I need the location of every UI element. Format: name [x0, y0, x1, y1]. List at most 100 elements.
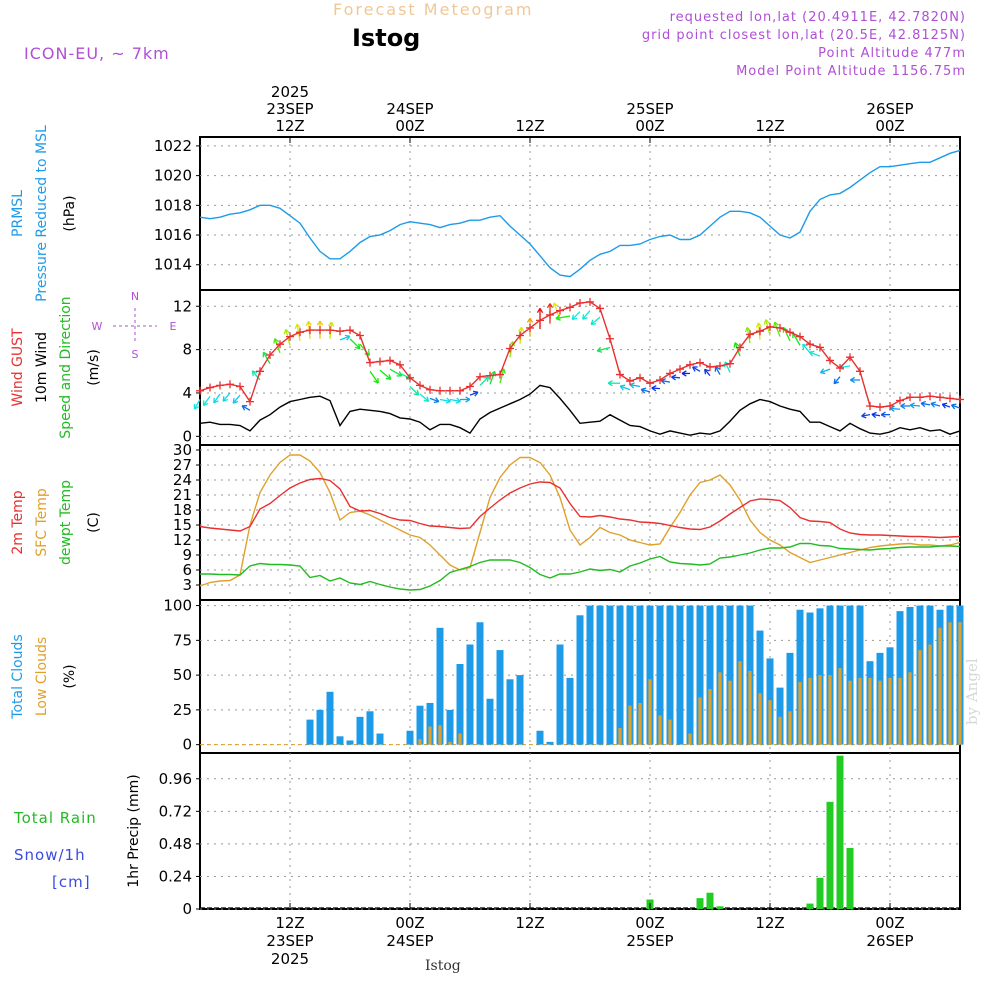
wind-arrow-head [755, 322, 762, 328]
wind-gust-line-marker [956, 395, 964, 404]
wind-arrow-head [640, 387, 647, 394]
wind-arrow [820, 368, 831, 374]
wind-gust-line-marker [316, 326, 324, 335]
total-cloud-bar [596, 605, 604, 745]
wind-gust-line-marker [336, 327, 344, 336]
wind-arrow-head [472, 390, 479, 397]
wind-gust-line-marker [366, 358, 374, 367]
panel-3-ytick-label: 27 [173, 456, 192, 474]
wind-arrow [555, 315, 571, 320]
wind-arrow [439, 398, 451, 402]
panel-3-ytick-label: 21 [173, 486, 192, 504]
wind-arrow-head [546, 303, 554, 309]
wind-arrow-head [327, 321, 335, 327]
compass-south: S [132, 348, 139, 361]
wind-arrow-head [413, 390, 420, 396]
low-cloud-bar [638, 702, 642, 745]
top-time-label: 12Z [275, 117, 304, 135]
total-cloud-bar [556, 644, 564, 745]
low-cloud-bar [798, 682, 802, 745]
wind-gust-line-marker [746, 330, 754, 339]
top-time-label: 12Z [755, 117, 784, 135]
wind-arrow [349, 338, 361, 350]
rain-bar [836, 755, 844, 909]
wind-arrow [871, 413, 881, 417]
wind-gust-line-marker [946, 394, 954, 403]
panel-5-ytick-label: 0.24 [159, 867, 192, 885]
wind-gust-line-marker [596, 304, 604, 313]
low-cloud-bar [618, 727, 622, 745]
wind-arrow [429, 397, 440, 403]
bottom-time-label: 26SEP [866, 932, 913, 950]
wind-gust-line-marker [706, 362, 714, 371]
low-cloud-bar [938, 627, 942, 745]
total-cloud-bar [666, 605, 674, 745]
panel-3-ytick-label: 6 [182, 561, 192, 579]
wind-gust-line-marker [346, 326, 354, 335]
wind-arrow-head [619, 384, 626, 391]
panel-3-series-label: 2m Temp [10, 490, 26, 554]
wind-gust-line-marker [536, 316, 544, 325]
wind-gust-line-marker [416, 381, 424, 390]
panel-1-series-label: PRMSL [10, 190, 26, 237]
wind-gust-line-marker [816, 343, 824, 352]
panel-3-ytick-label: 18 [173, 501, 192, 519]
panel-2-ytick-label: 0 [182, 427, 192, 445]
wind-arrow-head [483, 376, 490, 382]
wind-arrow [469, 391, 479, 396]
top-time-label: 25SEP [626, 100, 673, 118]
low-cloud-bar [688, 733, 692, 745]
total-cloud-bar [366, 711, 374, 745]
low-cloud-bar [648, 679, 652, 745]
wind-gust-line-marker [866, 401, 874, 410]
wind-gust-line-marker [776, 323, 784, 332]
wind-arrow [339, 335, 351, 341]
total-cloud-bar [656, 605, 664, 745]
low-cloud-bar [728, 680, 732, 745]
wind-gust-line-marker [476, 372, 484, 381]
wind-gust-line-marker [246, 397, 254, 406]
rain-bar [806, 903, 814, 909]
wind-arrow [379, 369, 392, 380]
wind-arrow [629, 384, 641, 388]
total-cloud-bar [856, 605, 864, 745]
wind-gust-line-marker [516, 331, 524, 340]
total-cloud-bar [566, 677, 574, 745]
top-time-label: 24SEP [386, 100, 433, 118]
low-cloud-bar [838, 668, 842, 745]
panel-3-ytick-label: 15 [173, 516, 192, 534]
rain-bar [826, 801, 834, 909]
wind-arrow [489, 371, 496, 385]
compass-east: E [170, 320, 177, 333]
wind-arrow-head [213, 397, 219, 404]
wind-gust-line-marker [676, 365, 684, 374]
total-cloud-bar [466, 644, 474, 745]
wind-arrow [369, 370, 379, 384]
wind-arrow [213, 393, 221, 404]
product-title: Forecast Meteogram [333, 0, 534, 19]
wind-arrow-head [251, 370, 258, 376]
total-cloud-bar [616, 605, 624, 745]
wind-arrow-head [582, 314, 588, 320]
total-cloud-bar [896, 611, 904, 745]
low-cloud-bar [438, 725, 442, 745]
wind-gust-line-marker [886, 401, 894, 410]
wind-arrow-head [273, 338, 280, 344]
wind-gust-line-marker [616, 370, 624, 379]
wind-gust-line-marker [656, 375, 664, 384]
compass-cross [113, 308, 157, 344]
total-cloud-bar [406, 730, 414, 745]
low-cloud-bar [818, 675, 822, 745]
low-cloud-bar [948, 622, 952, 745]
wind-arrow-head [344, 334, 351, 341]
wind-gust-line-marker [626, 377, 634, 386]
wind-arrow-head [920, 400, 926, 408]
wind-arrow [861, 414, 871, 417]
wind-gust-line-marker [386, 356, 394, 365]
compass-north: N [131, 290, 139, 303]
panel-5-series-label: Snow/1h [14, 846, 86, 864]
bottom-time-label: 2025 [271, 950, 309, 968]
wind-gust-line-marker [846, 353, 854, 362]
wind-gust-line-marker [916, 393, 924, 402]
wind-gust-line [199, 301, 961, 408]
